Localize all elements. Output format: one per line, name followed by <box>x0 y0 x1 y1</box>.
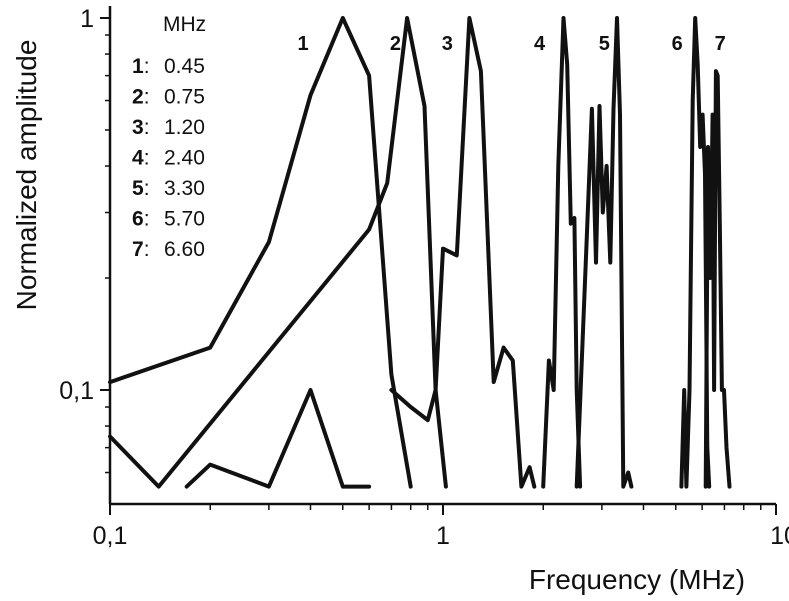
series-7-label: 7 <box>715 33 726 55</box>
series-5-line <box>574 16 634 489</box>
series-5-label: 5 <box>599 33 610 55</box>
y-axis-title: Normalized amplitude <box>11 40 42 311</box>
series-1-label: 1 <box>298 33 309 55</box>
series-3-line <box>184 388 372 489</box>
series-3-line <box>389 16 537 489</box>
legend-entry: 4: 2.40 <box>132 147 205 170</box>
legend-entry: 2: 0.75 <box>132 86 205 109</box>
x-tick-label: 10 <box>770 522 789 550</box>
y-tick-label: 1 <box>80 5 94 33</box>
series-2-label: 2 <box>390 33 401 55</box>
x-ticks: 0,1 1 10 <box>93 504 789 550</box>
series-6-label: 6 <box>672 33 683 55</box>
peak-labels: 1 2 3 4 5 6 7 <box>298 33 726 55</box>
series-2-line <box>108 16 448 489</box>
legend: MHz 1: 0.45 2: 0.75 3: 1.20 4: 2.40 5: 3.30 6: 5.70… <box>132 13 206 261</box>
legend-entry: 1: 0.45 <box>132 55 205 78</box>
legend-entry: 6: 5.70 <box>132 208 205 231</box>
y-tick-label: 0,1 <box>59 377 94 405</box>
series-layer <box>108 16 732 489</box>
x-tick-label: 1 <box>436 522 450 550</box>
x-axis-title: Frequency (MHz) <box>529 564 745 595</box>
legend-entry: 5: 3.30 <box>132 177 205 200</box>
series-3-label: 3 <box>442 33 453 55</box>
legend-entry: 7: 6.60 <box>132 238 205 261</box>
series-7-line <box>703 69 732 489</box>
series-1-line <box>108 16 413 489</box>
series-6-line <box>679 16 712 489</box>
x-tick-label: 0,1 <box>93 522 128 550</box>
y-ticks: 0,11 <box>59 5 110 474</box>
series-4-label: 4 <box>534 33 546 55</box>
legend-header: MHz <box>163 13 206 36</box>
legend-entries: 1: 0.45 2: 0.75 3: 1.20 4: 2.40 5: 3.30 6: 5.70 7: 6.… <box>132 55 205 261</box>
legend-entry: 3: 1.20 <box>132 116 205 139</box>
series-4-line <box>541 16 583 489</box>
